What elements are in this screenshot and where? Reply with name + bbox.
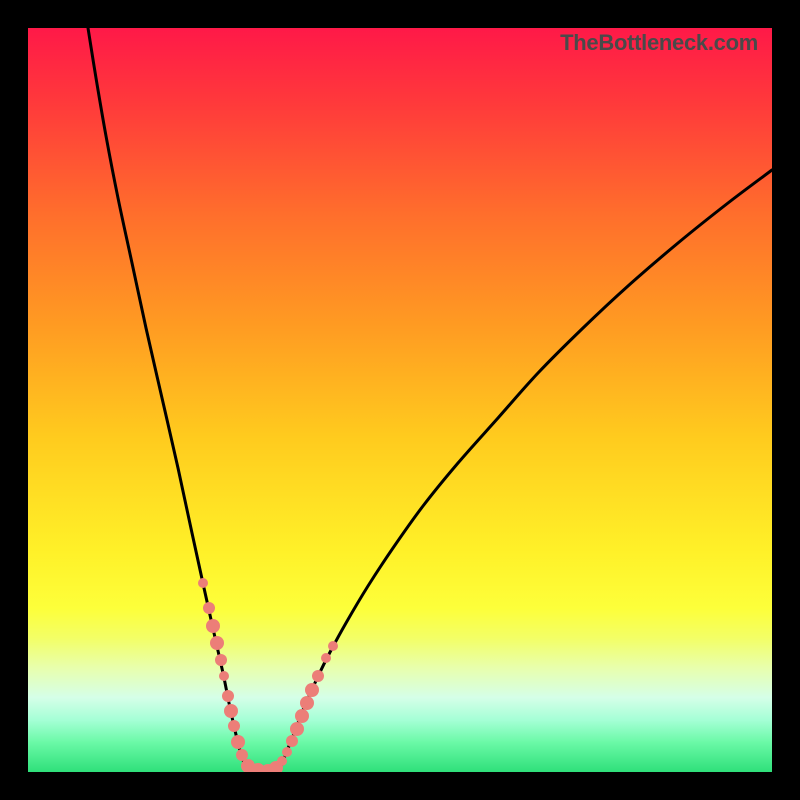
- bead-marker: [290, 722, 304, 736]
- bead-marker: [300, 696, 314, 710]
- watermark-text: TheBottleneck.com: [560, 30, 758, 56]
- bead-marker: [203, 602, 215, 614]
- bead-marker: [305, 683, 319, 697]
- bead-marker: [215, 654, 227, 666]
- bead-marker: [286, 735, 298, 747]
- bead-marker: [224, 704, 238, 718]
- bead-marker: [328, 641, 338, 651]
- plot-area: TheBottleneck.com: [28, 28, 772, 772]
- bead-marker: [231, 735, 245, 749]
- bead-marker: [282, 747, 292, 757]
- bead-marker: [206, 619, 220, 633]
- bead-marker: [312, 670, 324, 682]
- bead-marker: [236, 749, 248, 761]
- bead-marker: [222, 690, 234, 702]
- bead-marker: [219, 671, 229, 681]
- bead-marker: [295, 709, 309, 723]
- bead-marker: [210, 636, 224, 650]
- bead-marker: [198, 578, 208, 588]
- bead-marker: [321, 653, 331, 663]
- bottleneck-curve: [28, 28, 772, 772]
- curve-left-branch: [88, 28, 244, 763]
- bead-markers: [198, 578, 338, 772]
- curve-right-branch: [280, 170, 772, 764]
- bead-marker: [228, 720, 240, 732]
